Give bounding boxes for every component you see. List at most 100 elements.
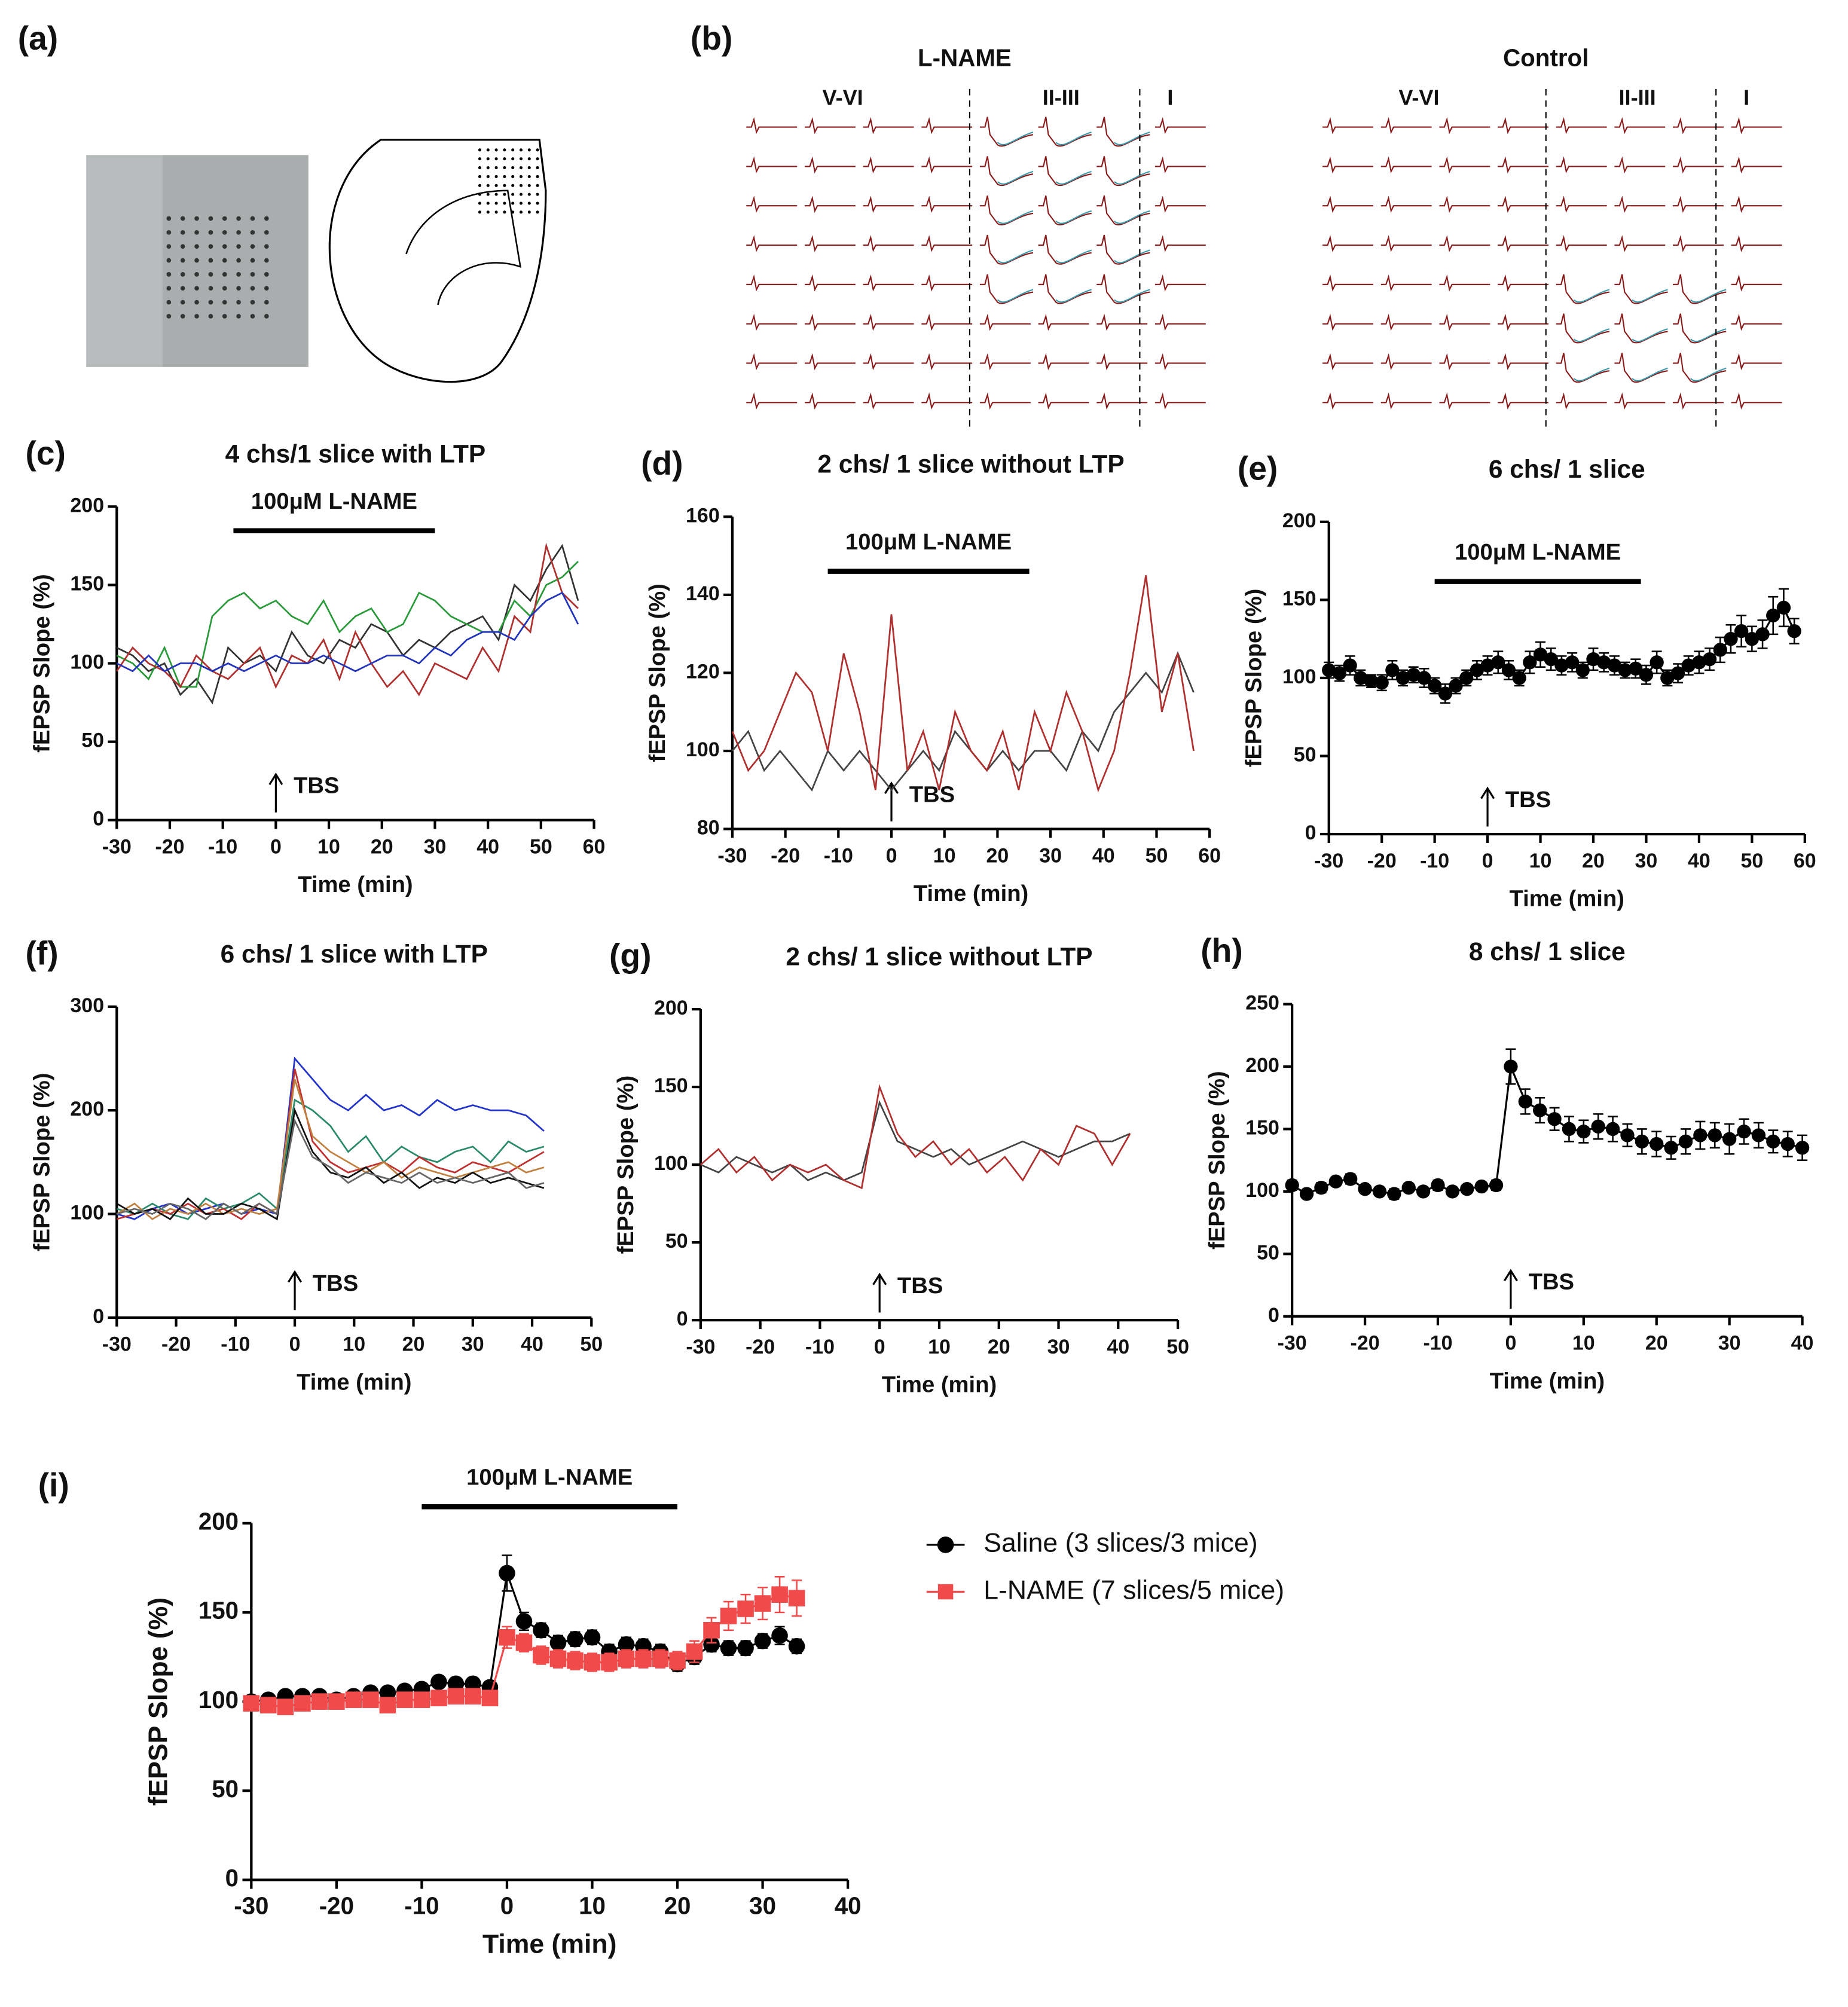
x-tick-label: -30 [717, 844, 747, 867]
marker [1343, 1172, 1358, 1186]
trace-overlay [1055, 210, 1092, 224]
y-tick-label: 100 [70, 1202, 104, 1224]
electrode [250, 258, 255, 263]
marker [465, 1675, 481, 1693]
marker [1722, 1132, 1737, 1146]
x-tick-label: 0 [874, 1336, 885, 1358]
legend-label: Saline (3 slices/3 mice) [983, 1529, 1257, 1558]
y-tick-label: 200 [654, 997, 688, 1019]
trace [1498, 353, 1548, 371]
trace [1556, 274, 1610, 304]
tbs-arrow [872, 1272, 887, 1313]
trace [1614, 156, 1666, 174]
trace [1556, 235, 1607, 252]
x-tick-label: -10 [208, 835, 237, 858]
marker [1708, 1128, 1722, 1143]
electrode [208, 286, 213, 291]
trace [746, 274, 798, 292]
chart-title: 6 chs/ 1 slice [1489, 455, 1645, 483]
chart-title: 2 chs/ 1 slice without LTP [817, 450, 1124, 478]
x-tick-label: -20 [319, 1892, 354, 1920]
x-tick-label: 60 [1794, 850, 1816, 872]
trace [1380, 156, 1432, 174]
series-line [116, 591, 579, 673]
y-tick-label: 120 [686, 660, 720, 683]
marker [1387, 1187, 1401, 1201]
marker [549, 1634, 567, 1651]
trace [1439, 313, 1490, 331]
trace [1498, 195, 1548, 213]
trace [1322, 195, 1374, 213]
marker [345, 1691, 362, 1708]
marker [1780, 1137, 1795, 1151]
marker [1544, 652, 1558, 667]
array-title: L-NAME [918, 44, 1012, 72]
x-tick-label: 40 [1092, 844, 1115, 867]
x-tick-label: -20 [155, 835, 184, 858]
marker [1512, 671, 1526, 685]
x-tick-label: 10 [1529, 850, 1552, 872]
marker [1501, 663, 1516, 677]
y-tick-label: 160 [686, 504, 720, 527]
y-tick-label: 50 [1294, 743, 1316, 766]
trace [1154, 117, 1206, 135]
x-tick-label: -30 [102, 835, 132, 858]
trace [1439, 156, 1490, 174]
marker [669, 1652, 686, 1669]
layer-label: V-VI [1398, 85, 1439, 109]
marker [1776, 600, 1791, 615]
marker [1565, 655, 1580, 670]
x-tick-label: -30 [1314, 850, 1343, 872]
marker [1618, 663, 1632, 677]
x-tick-label: 0 [270, 835, 282, 858]
x-tick-label: -10 [221, 1333, 250, 1356]
trace [1614, 313, 1668, 344]
y-tick-label: 200 [198, 1508, 239, 1535]
electrode [166, 300, 172, 305]
marker [515, 1613, 533, 1630]
trace-overlay [1114, 132, 1150, 146]
electrode [264, 258, 269, 263]
series-line [731, 575, 1195, 793]
trace [921, 195, 973, 213]
y-tick-label: 200 [1245, 1054, 1279, 1077]
tbs-arrow [288, 1270, 303, 1310]
marker [1607, 658, 1622, 673]
x-tick-label: 20 [1582, 850, 1605, 872]
electrode [166, 272, 172, 277]
panel-label: (e) [1238, 450, 1278, 487]
electrode [478, 193, 482, 196]
electrode [503, 201, 506, 205]
x-axis-label: Time (min) [914, 881, 1028, 906]
marker [703, 1636, 720, 1653]
trace [1154, 156, 1206, 174]
trace [1439, 235, 1490, 252]
marker [447, 1688, 465, 1704]
electrode [194, 286, 199, 291]
trace [746, 313, 798, 331]
marker [567, 1652, 584, 1669]
electrode [264, 216, 269, 221]
y-axis-label: fEPSP Slope (%) [29, 574, 54, 753]
electrode [222, 286, 227, 291]
marker [1299, 1187, 1314, 1201]
electrode [194, 244, 199, 249]
trace-overlay [1055, 249, 1092, 264]
electrode [194, 300, 199, 305]
electrode [166, 258, 172, 263]
electrode [519, 175, 523, 178]
x-axis-label: Time (min) [1510, 886, 1624, 912]
layer-label: V-VI [823, 85, 863, 109]
marker [1766, 608, 1780, 623]
electrode [250, 230, 255, 235]
marker [1416, 1184, 1431, 1199]
trace [1096, 156, 1150, 186]
electrode [208, 230, 213, 235]
marker [1343, 658, 1357, 673]
marker [430, 1690, 447, 1706]
electrode [536, 148, 539, 152]
marker [1755, 627, 1770, 641]
electrode [486, 210, 490, 214]
marker [1532, 1103, 1547, 1117]
x-tick-label: -30 [234, 1892, 268, 1920]
